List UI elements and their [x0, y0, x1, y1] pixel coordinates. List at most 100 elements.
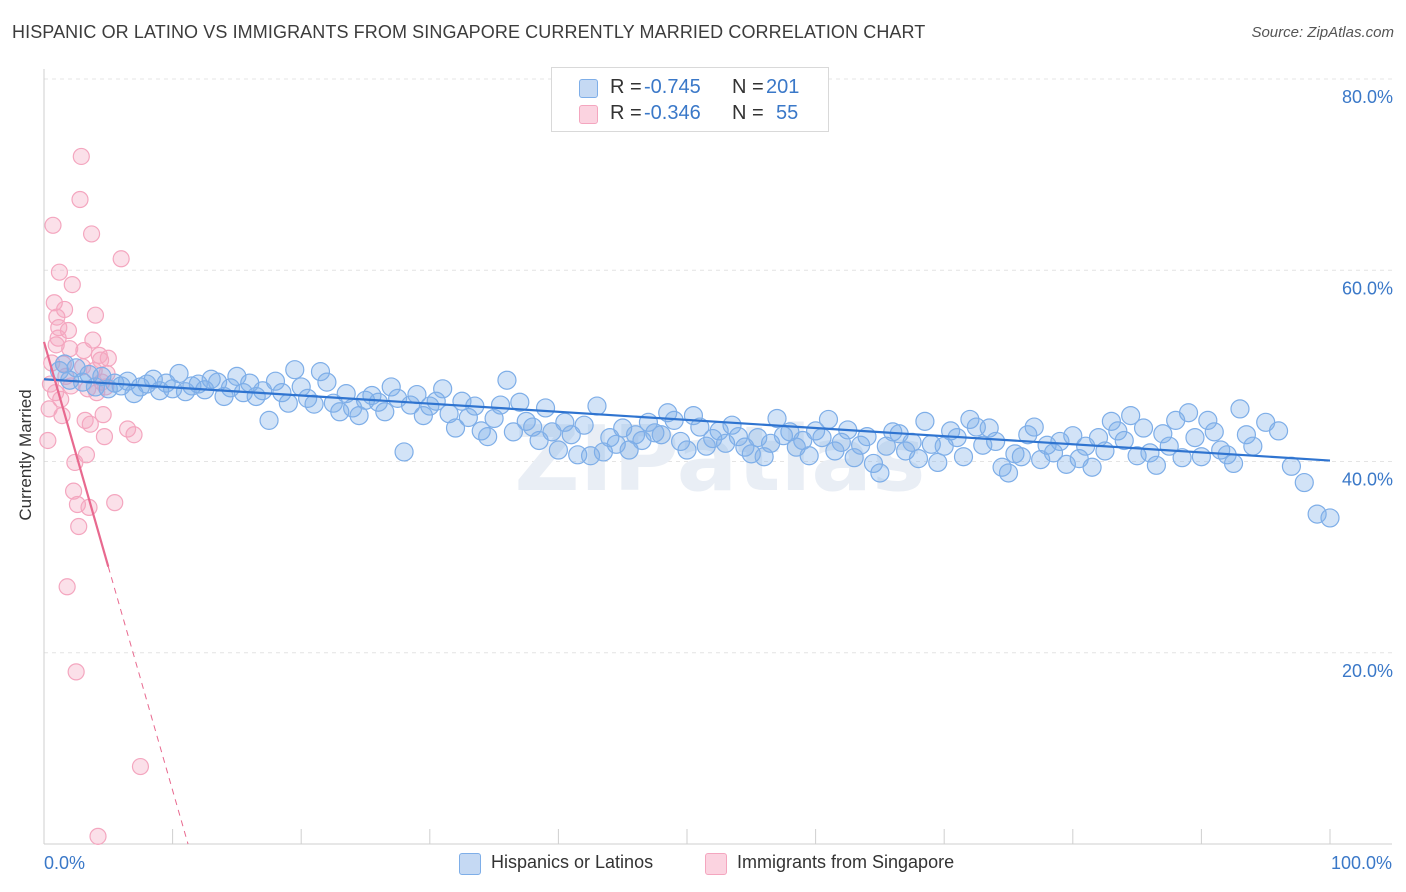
legend-swatch-blue: [579, 79, 598, 98]
scatter-point-hispanic: [1114, 430, 1134, 451]
scatter-point-hispanic: [960, 409, 980, 430]
scatter-point-singapore: [47, 336, 65, 354]
series-singapore-points: [39, 147, 150, 845]
scatter-point-hispanic: [278, 393, 298, 413]
scatter-point-hispanic: [799, 446, 819, 466]
bottom-legend-swatch-pink: [705, 853, 727, 875]
scatter-point-hispanic: [870, 463, 890, 483]
scatter-point-singapore: [55, 300, 74, 319]
scatter-point-hispanic: [426, 391, 446, 411]
scatter-point-hispanic: [677, 440, 697, 460]
scatter-point-hispanic: [169, 363, 189, 384]
y-tick-label: 20.0%: [1342, 661, 1393, 681]
scatter-point-singapore: [125, 426, 143, 444]
legend-swatch-pink: [579, 105, 598, 124]
scatter-point-hispanic: [259, 410, 279, 430]
scatter-point-hispanic: [818, 409, 839, 430]
legend-row-hispanic: R = -0.745 N = 201: [552, 75, 828, 101]
legend-r-label: R =: [610, 102, 642, 124]
scatter-point-hispanic: [368, 392, 388, 412]
scatter-point-singapore: [86, 306, 105, 324]
scatter-point-hispanic: [490, 395, 511, 415]
legend-r-value: -0.745: [644, 76, 701, 98]
scatter-point-hispanic: [304, 394, 324, 414]
scatter-point-hispanic: [722, 415, 742, 435]
scatter-point-hispanic: [510, 392, 530, 412]
scatter-point-hispanic: [1281, 456, 1302, 476]
scatter-point-hispanic: [1121, 406, 1141, 426]
scatter-point-hispanic: [548, 440, 569, 460]
scatter-point-hispanic: [690, 417, 710, 437]
gridlines: [44, 78, 1392, 654]
scatter-point-hispanic: [535, 398, 556, 418]
scatter-point-hispanic: [863, 453, 884, 474]
scatter-point-hispanic: [908, 449, 929, 469]
y-tick-label: 80.0%: [1342, 87, 1393, 107]
scatter-point-hispanic: [587, 396, 607, 416]
scatter-point-hispanic: [1101, 411, 1121, 431]
y-axis-label: Currently Married: [16, 389, 35, 521]
x-tick-label-max: 100.0%: [1331, 853, 1392, 873]
scatter-point-hispanic: [986, 431, 1006, 452]
scatter-point-singapore: [63, 275, 81, 294]
scatter-point-singapore: [89, 827, 107, 845]
scatter-point-singapore: [72, 147, 90, 166]
scatter-point-hispanic: [696, 436, 716, 456]
scatter-point-hispanic: [1243, 436, 1263, 456]
scatter-point-singapore: [67, 663, 85, 681]
scatter-point-hispanic: [1185, 427, 1205, 448]
scatter-point-singapore: [45, 294, 63, 312]
bottom-legend-label: Hispanics or Latinos: [491, 852, 654, 872]
scatter-point-hispanic: [1153, 424, 1173, 444]
scatter-point-singapore: [99, 349, 117, 367]
scatter-point-hispanic: [143, 369, 163, 389]
scatter-point-hispanic: [1108, 421, 1128, 441]
scatter-point-hispanic: [433, 379, 453, 399]
scatter-point-hispanic: [317, 372, 337, 392]
scatter-point-singapore: [95, 428, 114, 446]
scatter-point-hispanic: [876, 436, 896, 456]
scatter-point-hispanic: [1133, 418, 1154, 438]
scatter-point-hispanic: [580, 446, 601, 466]
scatter-point-hispanic: [400, 395, 421, 415]
scatter-point-singapore: [59, 321, 78, 340]
scatter-point-singapore: [64, 482, 83, 500]
scatter-point-singapore: [44, 216, 62, 234]
scatter-point-hispanic: [330, 402, 350, 422]
scatter-point-singapore: [58, 578, 76, 596]
scatter-point-singapore: [77, 446, 96, 464]
scatter-point-hispanic: [973, 435, 993, 455]
scatter-point-hispanic: [767, 408, 787, 429]
scatter-point-hispanic: [253, 381, 273, 401]
scatter-point-hispanic: [902, 432, 922, 452]
scatter-point-singapore: [106, 494, 124, 512]
scatter-point-hispanic: [812, 427, 832, 448]
bottom-legend-swatch-blue: [459, 853, 481, 875]
scatter-point-hispanic: [555, 412, 575, 432]
scatter-point-singapore: [50, 319, 68, 337]
scatter-point-hispanic: [1191, 447, 1212, 467]
scatter-point-hispanic: [1095, 441, 1115, 461]
legend-n-label: N =: [732, 102, 764, 124]
scatter-point-hispanic: [413, 406, 433, 426]
scatter-point-hispanic: [1198, 410, 1218, 430]
scatter-point-hispanic: [915, 411, 935, 431]
chart-title: HISPANIC OR LATINO VS IMMIGRANTS FROM SI…: [12, 22, 926, 42]
scatter-point-hispanic: [831, 432, 851, 452]
x-tick-label-min: 0.0%: [44, 853, 85, 873]
scatter-point-hispanic: [375, 402, 395, 422]
scatter-point-singapore: [84, 331, 102, 349]
scatter-point-hispanic: [561, 425, 581, 445]
scatter-point-hispanic: [728, 427, 749, 447]
trend-line-hispanic: [43, 378, 1331, 462]
scatter-point-hispanic: [458, 407, 478, 428]
scatter-point-hispanic: [310, 362, 331, 382]
scatter-point-hispanic: [1011, 447, 1031, 467]
scatter-point-hispanic: [285, 360, 305, 380]
scatter-point-hispanic: [1018, 425, 1038, 445]
scatter-point-hispanic: [394, 442, 414, 462]
scatter-point-hispanic: [953, 447, 974, 467]
scatter-point-singapore: [50, 263, 69, 281]
source-credit: Source: ZipAtlas.com: [1251, 24, 1394, 41]
